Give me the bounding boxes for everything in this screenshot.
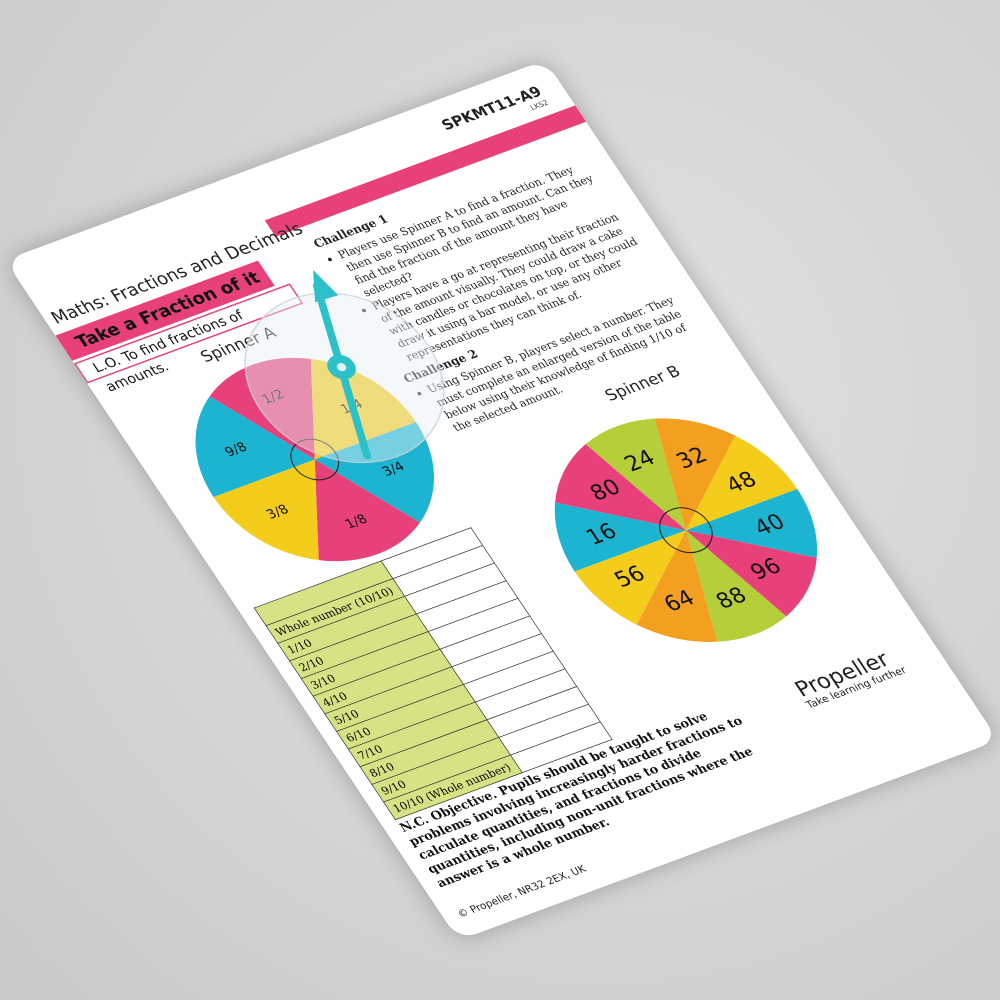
worksheet-card: SPKMT11-A9 LKS2 Maths: Fractions and Dec… xyxy=(5,60,999,941)
spinner-segment xyxy=(636,530,718,643)
spinner-segment xyxy=(310,358,416,460)
spinner-segment xyxy=(554,502,686,572)
segment-label: 1/2 xyxy=(259,388,287,408)
segment-label: 1/8 xyxy=(343,512,371,532)
segment-label: 3/8 xyxy=(264,503,292,523)
spinner-segment xyxy=(685,435,798,531)
spinner-segment xyxy=(555,444,686,531)
spinner-segment xyxy=(574,530,686,625)
spinner-segment xyxy=(209,357,315,460)
spinner-arrow xyxy=(244,270,445,464)
center-ring xyxy=(290,438,340,481)
segment-label: 9/8 xyxy=(222,440,250,460)
logo: Propeller Take learning further xyxy=(790,644,909,711)
spinner-segment xyxy=(654,418,736,531)
center-ring xyxy=(659,507,713,554)
spinner-segment xyxy=(195,396,315,497)
spinner-a: Spinner A1/21/43/41/83/89/8 xyxy=(195,323,434,562)
spinner-segment xyxy=(314,459,420,562)
spinner-segment xyxy=(685,530,787,642)
spinner-segment xyxy=(685,488,818,558)
arrow-pin xyxy=(336,363,347,372)
segment-label: 3/4 xyxy=(380,460,408,480)
spinner-segment xyxy=(314,422,434,523)
spinner-segment xyxy=(585,418,686,531)
spinner-segment xyxy=(685,530,817,617)
spinner-segment xyxy=(213,459,319,561)
arrow-head xyxy=(313,270,339,303)
